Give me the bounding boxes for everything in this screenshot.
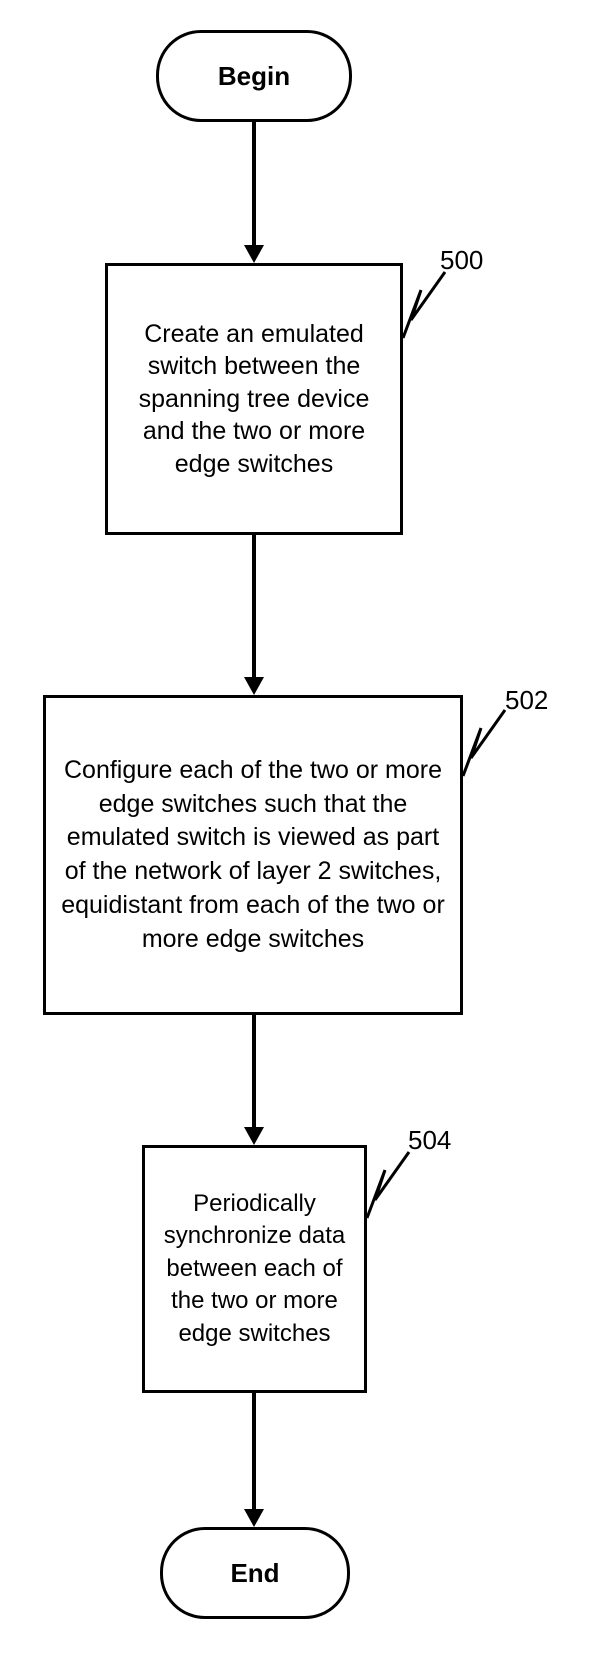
arrow-3-head (244, 1127, 264, 1145)
step1-ref-connector (401, 270, 449, 340)
step2-ref: 502 (505, 685, 548, 716)
step3-text: Periodically synchronize data between ea… (155, 1188, 354, 1350)
arrow-3-line (252, 1015, 256, 1127)
arrow-4-head (244, 1509, 264, 1527)
arrow-2-head (244, 677, 264, 695)
end-label: End (230, 1558, 279, 1589)
begin-label: Begin (218, 61, 290, 92)
end-node: End (160, 1527, 350, 1619)
arrow-2-line (252, 535, 256, 677)
arrow-4-line (252, 1393, 256, 1509)
begin-node: Begin (156, 30, 352, 122)
step3-ref-connector (365, 1150, 413, 1220)
step3-node: Periodically synchronize data between ea… (142, 1145, 367, 1393)
step3-ref: 504 (408, 1125, 451, 1156)
arrow-1-head (244, 245, 264, 263)
step1-text: Create an emulated switch between the sp… (118, 318, 390, 481)
step2-ref-connector (461, 708, 509, 778)
step1-ref: 500 (440, 245, 483, 276)
flowchart-container: Begin Create an emulated switch between … (20, 20, 581, 1645)
step2-text: Configure each of the two or more edge s… (56, 754, 450, 957)
step2-node: Configure each of the two or more edge s… (43, 695, 463, 1015)
step1-node: Create an emulated switch between the sp… (105, 263, 403, 535)
arrow-1-line (252, 122, 256, 245)
